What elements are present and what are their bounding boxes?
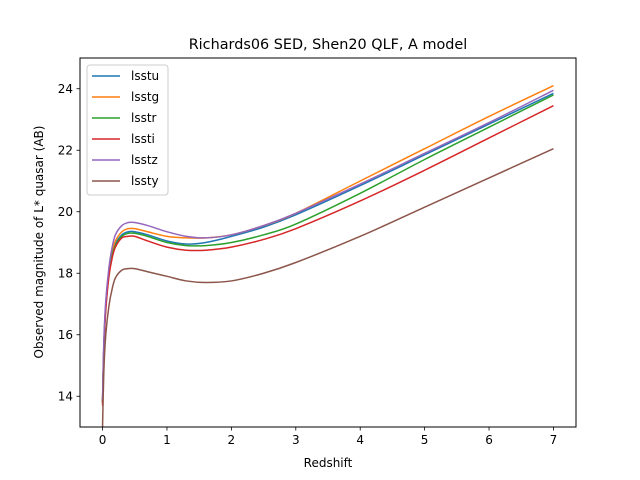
legend-label-lsstu: lsstu xyxy=(131,69,159,83)
y-axis: 14 16 18 20 22 24 xyxy=(58,82,80,403)
x-axis: 0 1 2 3 4 5 6 7 xyxy=(99,427,558,447)
x-tick-label: 1 xyxy=(163,433,171,447)
x-tick-label: 7 xyxy=(550,433,558,447)
y-tick-label: 18 xyxy=(58,266,73,280)
legend-label-lsstg: lsstg xyxy=(131,90,159,104)
y-tick-label: 22 xyxy=(58,143,73,157)
legend-label-lsstr: lsstr xyxy=(131,111,157,125)
series-layer xyxy=(101,84,554,428)
legend-label-lssti: lssti xyxy=(131,132,155,146)
y-tick-label: 24 xyxy=(58,82,73,96)
legend-label-lsstz: lsstz xyxy=(131,153,158,167)
chart-title: Richards06 SED, Shen20 QLF, A model xyxy=(189,37,468,53)
legend-label-lssty: lssty xyxy=(131,174,159,188)
x-tick-label: 5 xyxy=(421,433,429,447)
legend: lsstu lsstg lsstr lssti lsstz lssty xyxy=(86,64,169,196)
y-tick-label: 16 xyxy=(58,328,73,342)
x-tick-label: 2 xyxy=(228,433,236,447)
y-axis-label: Observed magnitude of L* quasar (AB) xyxy=(32,126,46,359)
x-tick-label: 4 xyxy=(356,433,364,447)
series-line-lssty xyxy=(101,148,554,428)
series-line-lssti xyxy=(101,104,554,406)
y-tick-label: 20 xyxy=(58,205,73,219)
x-tick-label: 6 xyxy=(485,433,493,447)
x-tick-label: 3 xyxy=(292,433,300,447)
y-tick-label: 14 xyxy=(58,389,73,403)
x-axis-label: Redshift xyxy=(304,456,353,470)
plot-frame xyxy=(79,57,577,428)
x-tick-label: 0 xyxy=(99,433,107,447)
series-line-lsstz xyxy=(101,89,554,400)
